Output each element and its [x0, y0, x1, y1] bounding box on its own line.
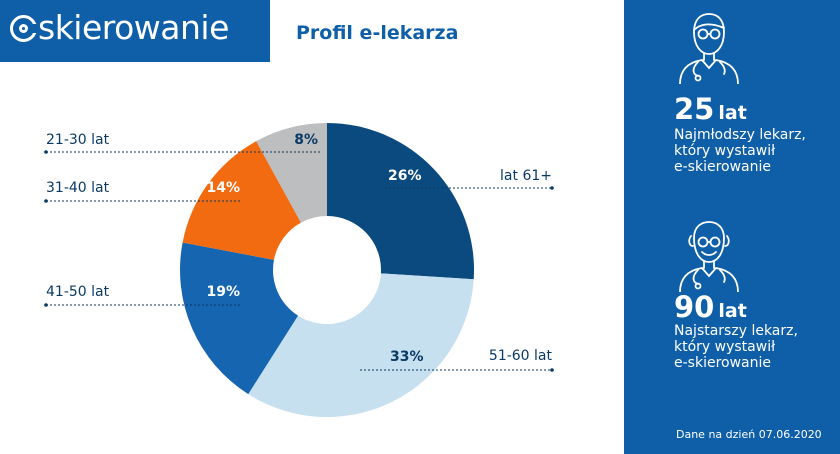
logo-text: skierowanie [38, 8, 229, 47]
value-label-21-30-lat: 8% [294, 132, 318, 148]
youngest-description: Najmłodszy lekarz, który wystawił e-skie… [674, 127, 806, 175]
category-label-21-30-lat: 21-30 lat [46, 132, 110, 148]
callout-dot-21-30-lat [44, 150, 48, 154]
value-label-31-40-lat: 14% [206, 180, 240, 196]
data-date-footer: Dane na dzień 07.06.2020 [676, 428, 822, 441]
oldest-age-value: 90 lat [674, 290, 747, 324]
category-label-31-40-lat: 31-40 lat [46, 180, 110, 196]
oldest-description: Najstarszy lekarz, który wystawił e-skie… [674, 323, 798, 371]
callout-dot-51-60-lat [550, 368, 554, 372]
donut-slice-lat-61plus [327, 123, 474, 280]
donut-slice-21-30-lat [256, 123, 327, 223]
logo: skierowanie [10, 8, 229, 47]
callout-dot-41-50-lat [44, 303, 48, 307]
page-title: Profil e-lekarza [296, 22, 459, 44]
value-label-51-60-lat: 33% [390, 349, 424, 365]
callout-dot-lat-61plus [550, 186, 554, 190]
oldest-line-3: e-skierowanie [674, 355, 771, 371]
youngest-value: 25 [674, 92, 715, 126]
youngest-line-1: Najmłodszy lekarz, [674, 127, 806, 143]
youngest-line-3: e-skierowanie [674, 159, 771, 175]
young-doctor-icon [679, 13, 739, 84]
youngest-unit: lat [718, 102, 747, 124]
brand-header: skierowanie [0, 0, 270, 62]
age-donut-chart: lat 61+ 26% 51-60 lat 33% 41-50 lat 19% 31-40 … [44, 123, 554, 417]
category-label-41-50-lat: 41-50 lat [46, 284, 110, 300]
donut-slice-41-50-lat [180, 242, 299, 395]
donut-slice-51-60-lat [248, 273, 474, 417]
value-label-41-50-lat: 19% [206, 284, 240, 300]
oldest-value: 90 [674, 290, 715, 324]
category-label-51-60-lat: 51-60 lat [489, 348, 553, 364]
oldest-unit: lat [718, 300, 747, 322]
at-logo-icon [10, 15, 38, 42]
youngest-age-value: 25 lat [674, 92, 747, 126]
oldest-line-2: który wystawił [674, 339, 776, 355]
oldest-line-1: Najstarszy lekarz, [674, 323, 798, 339]
stats-sidebar: 25 lat Najmłodszy lekarz, który wystawił … [624, 0, 840, 454]
callout-dot-31-40-lat [44, 199, 48, 203]
old-doctor-icon [679, 221, 739, 292]
value-label-lat-61plus: 26% [388, 168, 422, 184]
youngest-line-2: który wystawił [674, 143, 776, 159]
donut-slice-31-40-lat [182, 141, 301, 260]
category-label-lat-61plus: lat 61+ [500, 168, 552, 184]
